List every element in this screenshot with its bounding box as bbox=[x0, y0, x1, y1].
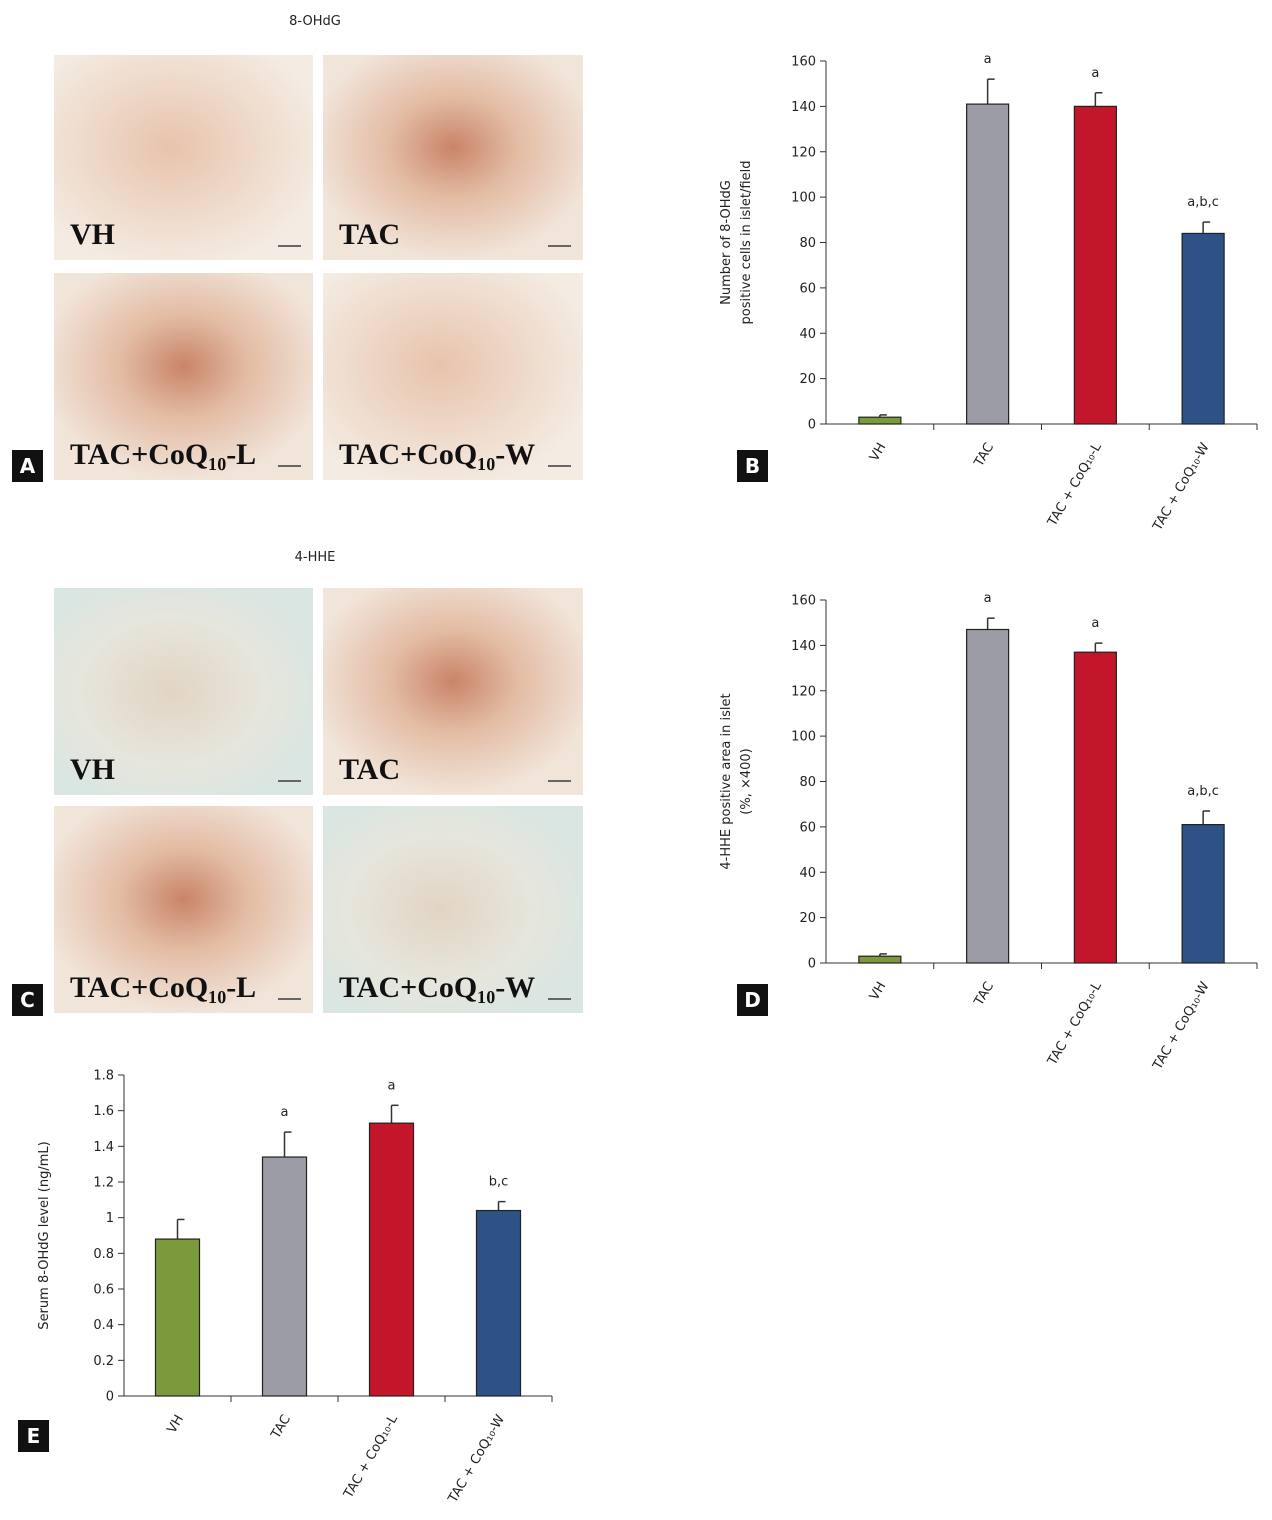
micrograph-label: TAC bbox=[339, 753, 400, 786]
panel-letter: C bbox=[20, 988, 35, 1012]
y-tick-label: 100 bbox=[791, 730, 816, 745]
bar bbox=[1181, 232, 1225, 425]
annotation: a bbox=[281, 1105, 289, 1120]
y-axis-label: positive cells in islet/field bbox=[739, 161, 754, 325]
x-tick-label: VH bbox=[165, 1413, 187, 1437]
micrograph bbox=[323, 55, 583, 260]
y-tick-label: 100 bbox=[791, 191, 816, 206]
x-tick-label: TAC + CoQ₁₀-W bbox=[1150, 440, 1213, 534]
panel-title: 4-HHE bbox=[295, 550, 336, 565]
micrograph-label: TAC+CoQ₁₀-L bbox=[70, 971, 256, 1004]
micrograph bbox=[54, 273, 313, 480]
y-tick-label: 120 bbox=[791, 145, 816, 160]
y-tick-label: 160 bbox=[791, 55, 816, 70]
y-tick-label: 120 bbox=[791, 684, 816, 699]
micrograph-label: VH bbox=[70, 218, 115, 251]
micrograph bbox=[54, 55, 313, 260]
x-tick-label: TAC bbox=[971, 441, 997, 471]
micrograph-label: TAC+CoQ₁₀-W bbox=[339, 971, 535, 1004]
y-tick-label: 80 bbox=[799, 236, 816, 251]
annotation: a bbox=[1091, 616, 1099, 631]
annotation: a,b,c bbox=[1187, 784, 1219, 799]
micrograph bbox=[54, 806, 313, 1013]
annotation: a bbox=[1091, 66, 1099, 81]
panel-letter: D bbox=[744, 988, 761, 1012]
y-tick-label: 60 bbox=[799, 820, 816, 835]
y-tick-label: 0 bbox=[106, 1390, 114, 1405]
y-tick-label: 1 bbox=[106, 1211, 114, 1226]
bar bbox=[261, 1156, 308, 1397]
y-axis-label: (%, ×400) bbox=[739, 748, 754, 814]
x-tick-label: TAC + CoQ₁₀-W bbox=[1150, 979, 1213, 1073]
panel-letter-box bbox=[12, 984, 43, 1016]
y-tick-label: 0 bbox=[808, 957, 816, 972]
x-tick-label: TAC + CoQ₁₀-L bbox=[341, 1412, 402, 1502]
micrograph-label: VH bbox=[70, 753, 115, 786]
bar bbox=[858, 955, 902, 964]
annotation: b,c bbox=[489, 1175, 509, 1190]
micrograph bbox=[54, 588, 313, 795]
panel-letter: A bbox=[20, 454, 36, 478]
micrograph-label: TAC bbox=[339, 218, 400, 251]
y-tick-label: 1.2 bbox=[93, 1176, 114, 1191]
y-tick-label: 80 bbox=[799, 775, 816, 790]
panel-letter-box bbox=[737, 984, 768, 1016]
y-axis-label: Number of 8-OHdG bbox=[719, 180, 734, 305]
bar bbox=[1181, 824, 1225, 964]
y-tick-label: 160 bbox=[791, 594, 816, 609]
y-axis-label: 4-HHE positive area in islet bbox=[719, 693, 734, 869]
x-tick-label: VH bbox=[867, 980, 889, 1004]
y-tick-label: 0.8 bbox=[93, 1247, 114, 1262]
y-tick-label: 0.4 bbox=[93, 1318, 114, 1333]
x-tick-label: TAC + CoQ₁₀-L bbox=[1045, 440, 1106, 530]
y-tick-label: 0 bbox=[808, 418, 816, 433]
bar bbox=[966, 103, 1010, 425]
y-tick-label: 1.8 bbox=[93, 1069, 114, 1084]
x-tick-label: VH bbox=[867, 441, 889, 465]
panel-letter: E bbox=[27, 1424, 41, 1448]
bar bbox=[154, 1238, 201, 1397]
panel-title: 8-OHdG bbox=[289, 14, 341, 29]
y-tick-label: 0.2 bbox=[93, 1354, 114, 1369]
bar bbox=[858, 416, 902, 425]
y-tick-label: 40 bbox=[799, 866, 816, 881]
y-axis-label: Serum 8-OHdG level (ng/mL) bbox=[37, 1141, 52, 1329]
micrograph-label: TAC+CoQ₁₀-L bbox=[70, 438, 256, 471]
annotation: a bbox=[984, 591, 992, 606]
y-tick-label: 140 bbox=[791, 639, 816, 654]
y-tick-label: 140 bbox=[791, 100, 816, 115]
y-tick-label: 20 bbox=[799, 911, 816, 926]
y-tick-label: 20 bbox=[799, 372, 816, 387]
panel-letter: B bbox=[745, 454, 760, 478]
x-tick-label: TAC + CoQ₁₀-W bbox=[445, 1412, 508, 1506]
annotation: a,b,c bbox=[1187, 195, 1219, 210]
annotation: a bbox=[984, 52, 992, 67]
panel-letter-box bbox=[737, 450, 768, 482]
annotation: a bbox=[388, 1078, 396, 1093]
y-tick-label: 1.6 bbox=[93, 1104, 114, 1119]
y-tick-label: 0.6 bbox=[93, 1283, 114, 1298]
micrograph-label: TAC+CoQ₁₀-W bbox=[339, 438, 535, 471]
micrograph bbox=[323, 588, 583, 795]
x-tick-label: TAC bbox=[268, 1413, 294, 1443]
x-tick-label: TAC + CoQ₁₀-L bbox=[1045, 979, 1106, 1069]
panel-letter-box bbox=[18, 1420, 49, 1452]
bar bbox=[1073, 105, 1117, 425]
y-tick-label: 1.4 bbox=[93, 1140, 114, 1155]
panel-letter-box bbox=[12, 450, 43, 482]
x-tick-label: TAC bbox=[971, 980, 997, 1010]
micrograph bbox=[323, 806, 583, 1013]
bar bbox=[475, 1209, 522, 1397]
micrograph bbox=[323, 273, 583, 480]
y-tick-label: 60 bbox=[799, 281, 816, 296]
bar bbox=[966, 628, 1010, 964]
bar bbox=[368, 1122, 415, 1397]
bar bbox=[1073, 651, 1117, 964]
y-tick-label: 40 bbox=[799, 327, 816, 342]
